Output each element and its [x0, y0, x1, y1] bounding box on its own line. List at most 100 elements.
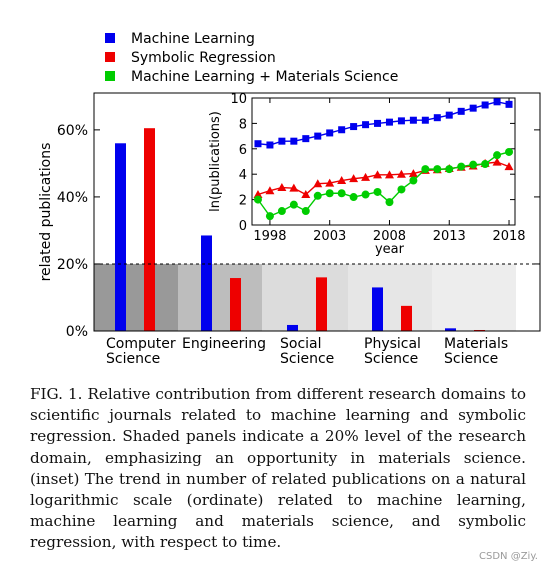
inset-marker-circle	[289, 200, 298, 209]
inset-y-axis-label: ln(publications)	[208, 111, 223, 212]
legend-label: Symbolic Regression	[131, 50, 276, 66]
inset-x-tick-label: 2013	[433, 229, 466, 244]
shaded-panel	[348, 263, 432, 331]
inset-marker-square	[254, 140, 262, 148]
category-label: Computer	[106, 336, 176, 352]
inset-marker-triangle	[265, 186, 275, 195]
bar-ml	[372, 287, 383, 331]
y-tick-label: 40%	[57, 190, 88, 206]
inset-marker-square	[290, 137, 298, 145]
inset-marker-square	[445, 111, 453, 119]
inset-marker-square	[278, 137, 286, 145]
inset-marker-square	[314, 132, 322, 140]
inset-marker-triangle	[349, 174, 359, 183]
inset-marker-triangle	[325, 178, 335, 187]
inset-marker-square	[302, 135, 310, 143]
legend-swatch	[105, 52, 115, 62]
inset-marker-circle	[349, 193, 358, 202]
inset-marker-circle	[313, 191, 322, 200]
inset-marker-circle	[385, 198, 394, 207]
inset-y-tick-label: 4	[239, 168, 247, 183]
inset-marker-triangle	[408, 169, 418, 178]
legend-label: Machine Learning	[131, 31, 255, 47]
inset-marker-triangle	[492, 157, 502, 166]
inset-marker-square	[505, 100, 513, 108]
inset-marker-circle	[253, 195, 262, 204]
category-label: Science	[364, 351, 418, 367]
inset-x-tick-label: 2008	[373, 229, 406, 244]
inset-marker-triangle	[301, 190, 311, 199]
inset-marker-triangle	[337, 176, 347, 185]
inset-marker-circle	[265, 212, 274, 221]
bar-ml	[115, 143, 126, 331]
y-tick-label: 60%	[57, 123, 88, 139]
bar-ml	[287, 324, 298, 331]
inset-y-tick-label: 0	[239, 219, 247, 234]
category-label: Physical	[364, 336, 421, 352]
inset-marker-circle	[361, 190, 370, 199]
inset-marker-square	[326, 129, 334, 137]
inset-marker-circle	[505, 147, 514, 156]
inset-marker-square	[350, 123, 358, 131]
legend-label: Machine Learning + Materials Science	[131, 69, 398, 85]
bar-sr	[230, 278, 241, 331]
inset-marker-circle	[493, 151, 502, 160]
inset-x-tick-label: 1998	[253, 229, 286, 244]
inset-marker-circle	[397, 185, 406, 194]
inset-marker-triangle	[313, 179, 323, 188]
inset-marker-circle	[337, 189, 346, 198]
inset-marker-square	[362, 121, 370, 129]
category-label: Science	[280, 351, 334, 367]
category-label: Social	[280, 336, 322, 352]
bar-sr	[316, 277, 327, 331]
inset-marker-circle	[277, 207, 286, 216]
inset-line-triangle	[257, 161, 510, 196]
inset-x-axis-label: year	[375, 242, 405, 257]
inset-marker-circle	[409, 176, 418, 185]
inset-line-square	[257, 101, 510, 146]
shaded-panel	[94, 263, 178, 331]
inset-marker-square	[266, 141, 274, 149]
category-label: Engineering	[182, 336, 266, 352]
shaded-panel	[178, 263, 262, 331]
inset-marker-square	[338, 126, 346, 134]
inset-marker-square	[433, 114, 441, 122]
shaded-panel	[262, 263, 348, 331]
y-tick-label: 0%	[66, 324, 88, 340]
main-plot-frame	[93, 92, 541, 332]
figure-caption: FIG. 1. Relative contribution from diffe…	[30, 385, 526, 552]
inset-marker-circle	[301, 207, 310, 216]
inset-marker-triangle	[396, 169, 406, 178]
inset-marker-triangle	[277, 183, 287, 192]
inset-y-tick-label: 8	[239, 117, 247, 132]
watermark: CSDN @Ziy.	[479, 551, 538, 562]
bar-sr	[401, 305, 412, 331]
category-label: Science	[444, 351, 498, 367]
inset-y-tick-label: 10	[230, 92, 247, 107]
bar-sr	[144, 128, 155, 331]
figure-chart: 0%20%40%60%related publicationsComputerS…	[38, 31, 541, 367]
inset-marker-square	[469, 104, 477, 112]
inset-y-tick-label: 2	[239, 194, 247, 209]
inset-marker-circle	[325, 189, 334, 198]
inset-marker-triangle	[361, 172, 371, 181]
inset-marker-square	[421, 116, 429, 124]
inset-marker-square	[481, 101, 489, 109]
inset-marker-circle	[481, 160, 490, 169]
inset-marker-circle	[433, 165, 442, 174]
inset-marker-triangle	[504, 162, 514, 171]
bar-sr	[474, 329, 485, 331]
inset-marker-circle	[445, 165, 454, 174]
inset-x-tick-label: 2018	[492, 229, 525, 244]
inset-marker-square	[409, 116, 417, 124]
inset-marker-circle	[373, 187, 382, 196]
inset-marker-square	[397, 117, 405, 125]
inset-marker-circle	[469, 160, 478, 169]
category-label: Science	[106, 351, 160, 367]
inset-marker-triangle	[253, 190, 263, 199]
bar-ml	[445, 328, 456, 331]
inset-marker-square	[457, 107, 465, 115]
shaded-panel	[432, 263, 516, 331]
inset-x-tick-label: 2003	[313, 229, 346, 244]
inset-marker-square	[493, 98, 501, 106]
